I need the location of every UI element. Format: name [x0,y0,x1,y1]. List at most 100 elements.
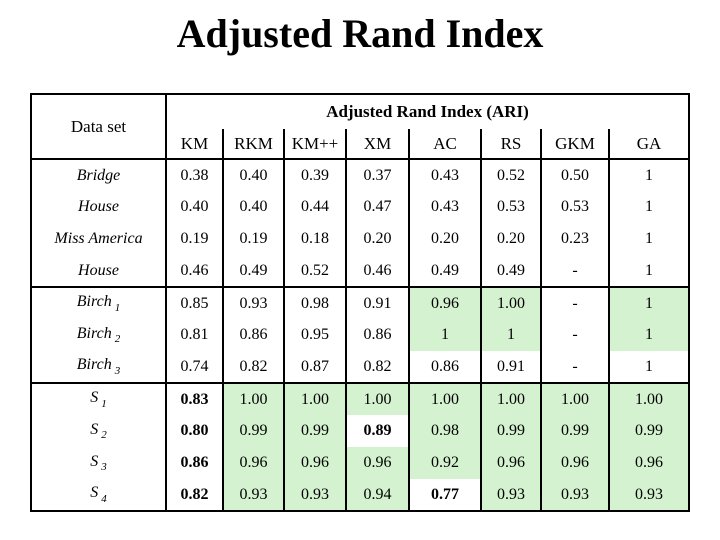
column-header: RKM [222,129,284,159]
value-cell: 0.46 [345,255,409,287]
value-cell: 0.23 [540,223,609,255]
dataset-group: Birch 1 0.85 0.93 0.98 0.91 0.96 1.00-1 Birch 2 0.… [30,287,689,383]
value-cell: 0.98 [408,415,481,447]
value-cell: 0.93 [222,287,284,319]
value-cell: 0.99 [222,415,284,447]
value-cell: 0.53 [480,191,541,223]
value-cell: 1 [608,319,689,351]
value-cell: 1 [608,287,689,319]
value-cell: 0.38 [165,159,223,191]
value-cell: 0.99 [608,415,689,447]
value-cell: 0.52 [480,159,541,191]
dataset-group: S 1 0.83 1.00 1.00 1.00 1.00 1.00 1.00 1.00 S 2 0.80… [30,383,689,511]
table-row: Birch 1 0.85 0.93 0.98 0.91 0.96 1.00-1 [30,287,689,319]
value-cell: 0.86 [222,319,284,351]
value-cell: 0.96 [283,447,346,479]
value-cell: 0.19 [165,223,223,255]
dataset-subscript: 1 [114,301,121,314]
value-cell: 0.86 [345,319,409,351]
dataset-group: Bridge 0.38 0.40 0.39 0.37 0.43 0.52 0.50 1 House… [30,159,689,287]
value-cell: 0.20 [480,223,541,255]
value-cell: 0.40 [222,191,284,223]
table-row: Birch 2 0.81 0.86 0.95 0.86 1 1-1 [30,319,689,351]
value-cell: 0.50 [540,159,609,191]
table-row: Miss America 0.19 0.19 0.18 0.20 0.20 0.20 0.23… [30,223,689,255]
value-cell: 0.20 [408,223,481,255]
value-cell: 0.47 [345,191,409,223]
value-cell: 0.96 [608,447,689,479]
value-cell: 0.99 [540,415,609,447]
dataset-subscript: 4 [101,492,107,505]
value-cell: 0.83 [165,383,223,415]
value-cell: 0.93 [608,479,689,511]
value-cell: 1 [408,319,481,351]
value-cell: 0.40 [222,159,284,191]
value-cell: 0.81 [165,319,223,351]
dataset-subscript: 1 [101,397,107,410]
value-cell: - [540,319,609,351]
value-cell: 0.82 [165,479,223,511]
dataset-column-header: Data set [30,94,166,159]
value-cell: 1.00 [345,383,409,415]
dataset-name: House [30,255,166,287]
value-cell: 1.00 [408,383,481,415]
dataset-subscript: 2 [114,333,121,346]
value-cell: 0.96 [540,447,609,479]
value-cell: 0.82 [345,351,409,383]
value-cell: 1.00 [283,383,346,415]
value-cell: 0.74 [165,351,223,383]
column-header: XM [345,129,409,159]
table-row: House 0.46 0.49 0.52 0.46 0.49 0.49-1 [30,255,689,287]
value-cell: 0.93 [222,479,284,511]
value-cell: 0.85 [165,287,223,319]
value-cell: 0.53 [540,191,609,223]
value-cell: 1.00 [540,383,609,415]
value-cell: 0.49 [480,255,541,287]
dataset-subscript: 2 [101,429,107,442]
ari-table: Data set Adjusted Rand Index (ARI) KM RKM… [30,93,690,512]
value-cell: 0.87 [283,351,346,383]
value-cell: 0.52 [283,255,346,287]
value-cell: 0.44 [283,191,346,223]
value-cell: 1.00 [222,383,284,415]
dataset-subscript: 3 [114,364,121,377]
value-cell: 0.77 [408,479,481,511]
table-row: S 4 0.82 0.93 0.93 0.94 0.77 0.93 0.93 0.93 [30,479,689,511]
column-header: KM++ [283,129,346,159]
value-cell: 0.96 [345,447,409,479]
column-header: GA [608,129,689,159]
column-header: AC [408,129,481,159]
value-cell: 0.99 [283,415,346,447]
dataset-name: House [30,191,166,223]
value-cell: 1 [608,255,689,287]
column-header: RS [480,129,541,159]
value-cell: 0.40 [165,191,223,223]
ari-span-header: Adjusted Rand Index (ARI) [165,94,689,129]
value-cell: 0.86 [165,447,223,479]
dataset-name: Birch 3 [30,351,166,383]
value-cell: 0.96 [480,447,541,479]
value-cell: 1.00 [480,287,541,319]
header-row-top: Data set Adjusted Rand Index (ARI) [30,94,689,159]
algorithm-header-row: KM RKM KM++ XM AC RS GKM GA [31,129,689,159]
value-cell: 0.43 [408,159,481,191]
value-cell: 0.95 [283,319,346,351]
table-row: House 0.40 0.40 0.44 0.47 0.43 0.53 0.53 1 [30,191,689,223]
value-cell: 0.91 [480,351,541,383]
value-cell: 0.96 [222,447,284,479]
dataset-name: Birch 1 [30,287,166,319]
table-row: S 2 0.80 0.99 0.99 0.89 0.98 0.99 0.99 0.99 [30,415,689,447]
value-cell: 1 [608,351,689,383]
table-header: Data set Adjusted Rand Index (ARI) KM RKM… [30,94,689,159]
table-row: Bridge 0.38 0.40 0.39 0.37 0.43 0.52 0.50 1 [30,159,689,191]
dataset-name: Birch 2 [30,319,166,351]
value-cell: 1.00 [480,383,541,415]
value-cell: 0.99 [480,415,541,447]
value-cell: 0.94 [345,479,409,511]
value-cell: 0.19 [222,223,284,255]
